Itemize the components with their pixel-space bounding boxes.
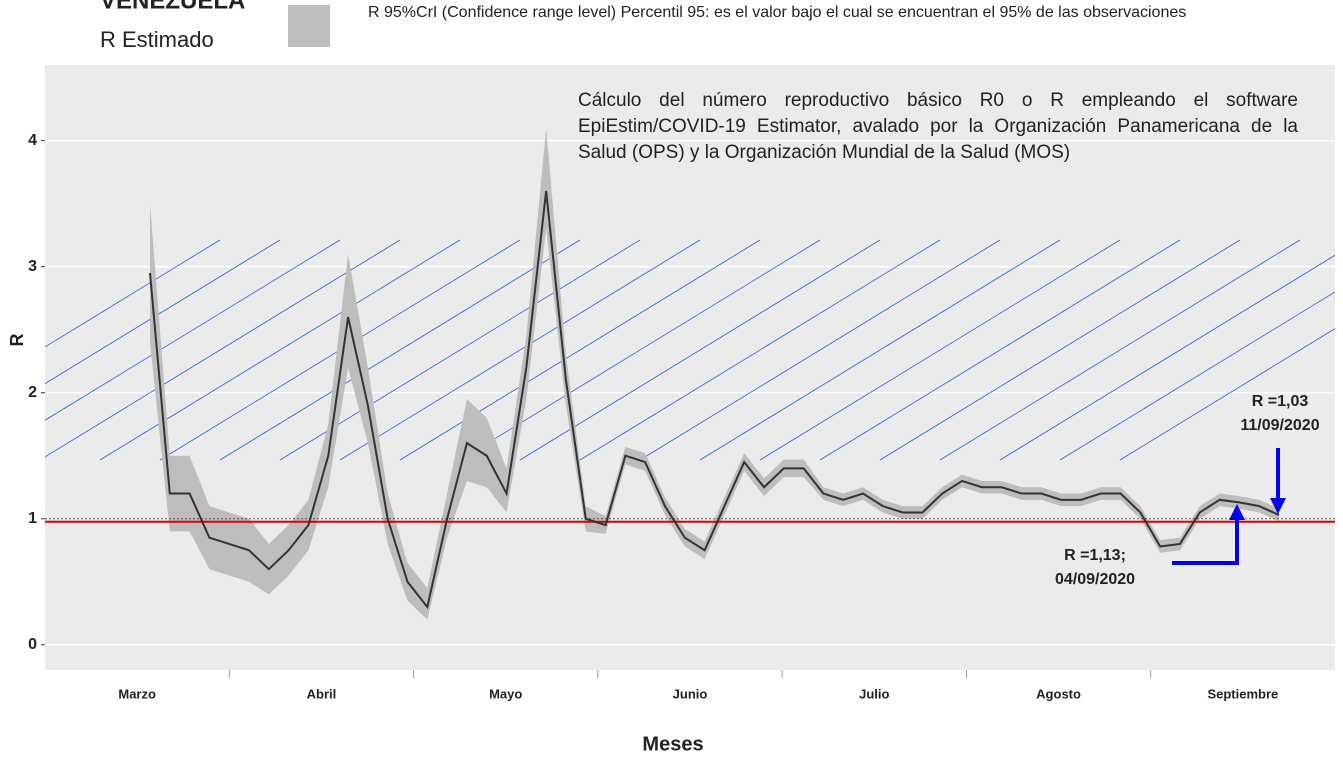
legend-note: R 95%CrI (Confidence range level) Percen… [368,4,1187,21]
hatching [45,239,1335,461]
chart-title: VENEZUELA [100,0,245,14]
callout: R =1,03 [1252,393,1309,410]
hatch-line [399,239,761,461]
x-tick-label: Agosto [1036,686,1081,701]
hatch-line [279,239,641,461]
arrow-head [1270,498,1286,514]
y-tick-label: 4 [28,132,37,149]
legend-label: R Estimado [100,27,214,52]
x-tick-label: Mayo [489,686,522,701]
annotation-box: Cálculo del número reproductivo básico R… [578,90,1298,163]
hatch-line [879,239,1241,461]
x-tick-label: Julio [859,686,889,701]
x-tick-label: Marzo [118,686,156,701]
hatch-line [519,239,881,461]
hatch-line [699,239,1061,461]
hatch-line [759,239,1121,461]
x-axis-title: Meses [642,733,703,755]
hatch-line [1119,328,1335,461]
arrows [1172,448,1286,565]
y-tick-label: 1 [28,510,37,527]
x-tick-label: Junio [673,686,708,701]
hatch-line [1059,291,1335,461]
y-tick-label: 3 [28,258,37,275]
hatch-line [219,239,581,461]
annotation: Cálculo del número reproductivo básico R… [578,90,1298,163]
hatch-line [339,239,701,461]
hatch-line [45,239,221,348]
arrow-head [1229,504,1245,520]
callout: R =1,13; [1064,547,1126,564]
hatch-line [45,239,281,385]
hatch-line [639,239,1001,461]
legend-note-box: R 95%CrI (Confidence range level) Percen… [368,4,1187,21]
hatch-line [45,239,401,458]
y-axis-title: R [7,334,27,347]
callout: 11/09/2020 [1240,417,1319,434]
hatch-line [999,254,1335,461]
hatch-line [579,239,941,461]
arrow [1172,518,1239,565]
y-tick-label: 2 [28,384,37,401]
series-line [149,190,1280,610]
y-tick-label: 0 [28,636,37,653]
x-tick-label: Abril [307,686,337,701]
hatch-line [939,239,1301,461]
hatch-line [819,239,1181,461]
legend-swatch [288,5,330,47]
x-tick-label: Septiembre [1207,686,1278,701]
callout: 04/09/2020 [1055,571,1135,588]
